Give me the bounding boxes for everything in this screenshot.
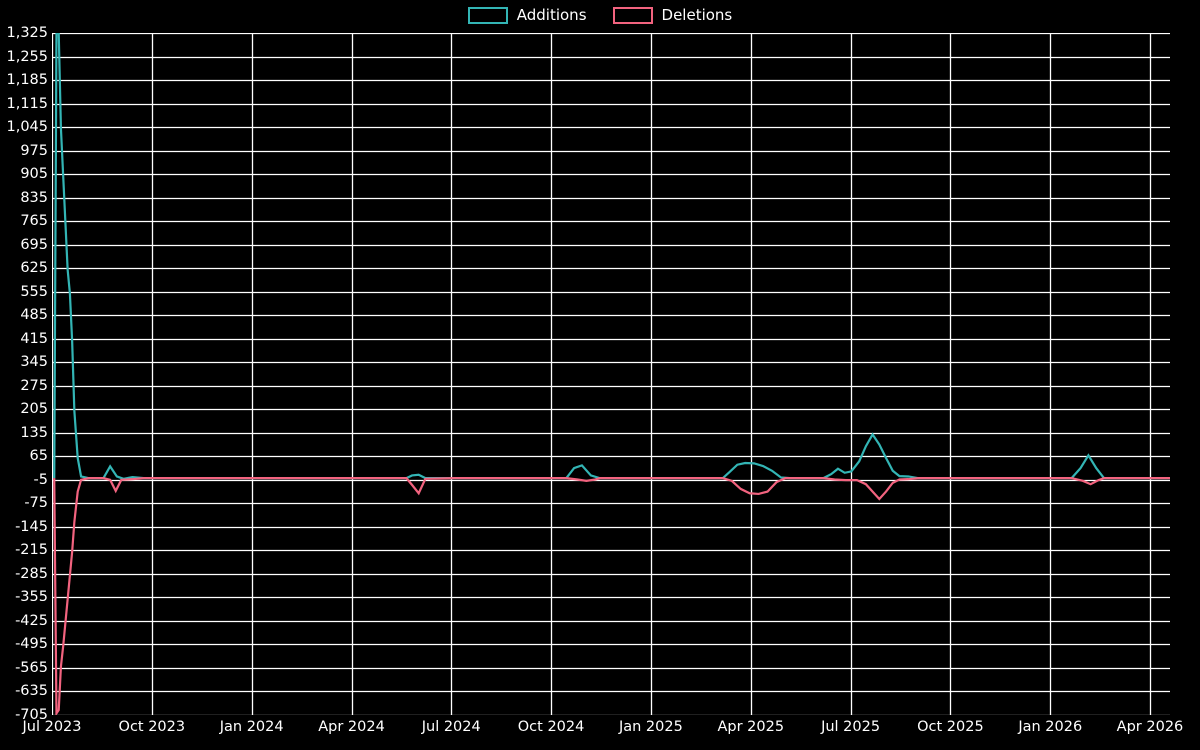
y-tick-label: -425: [15, 612, 48, 629]
y-tick-label: -565: [15, 659, 48, 676]
x-tick-label: Oct 2024: [517, 719, 585, 735]
x-tick-label: Oct 2025: [917, 719, 984, 735]
y-tick-label: 905: [20, 165, 48, 182]
legend-item-additions[interactable]: Additions: [467, 6, 587, 24]
y-tick-label: -355: [15, 589, 48, 606]
y-tick-label: -145: [15, 518, 48, 535]
series-line-additions: [53, 33, 1170, 480]
y-tick-label: 1,185: [6, 71, 48, 88]
y-tick-label: 1,115: [6, 95, 48, 112]
y-tick-label: -75: [24, 495, 48, 512]
legend-item-deletions[interactable]: Deletions: [612, 6, 733, 24]
plot-svg: [52, 33, 1170, 715]
grid-lines: [52, 33, 1170, 715]
x-axis: Jul 2023 Oct 2023 Jan 2024 Apr 2024 Jul 2024…: [22, 719, 1183, 750]
legend-swatch-additions-icon: [467, 6, 508, 24]
y-tick-label: 625: [20, 259, 48, 276]
y-tick-label: 695: [20, 236, 48, 253]
legend-label-deletions: Deletions: [661, 6, 733, 24]
x-tick-label: Jan 2026: [1018, 719, 1083, 735]
y-tick-label: 1,045: [6, 118, 48, 135]
y-tick-label: 1,325: [6, 24, 48, 41]
y-tick-label: -635: [15, 683, 48, 700]
y-tick-label: 135: [20, 424, 48, 441]
x-tick-label: Jul 2025: [821, 719, 881, 735]
legend-label-additions: Additions: [516, 6, 587, 24]
y-tick-label: -285: [15, 565, 48, 582]
y-tick-label: 835: [20, 189, 48, 206]
y-tick-label: -215: [15, 542, 48, 559]
chart-legend: Additions Deletions: [0, 0, 1200, 30]
y-tick-label: -5: [33, 471, 48, 488]
y-tick-label: -495: [15, 636, 48, 653]
y-tick-label: 415: [20, 330, 48, 347]
x-tick-label: Apr 2025: [717, 719, 785, 735]
y-tick-label: 275: [20, 377, 48, 394]
x-tick-label: Oct 2023: [118, 719, 186, 735]
x-tick-label: Jan 2024: [219, 719, 284, 735]
series-lines: [53, 33, 1170, 715]
series-line-deletions: [53, 477, 1170, 715]
y-tick-label: 1,255: [6, 48, 48, 65]
y-tick-label: 345: [20, 353, 48, 370]
y-tick-label: 765: [20, 212, 48, 229]
y-axis: 1,325 1,255 1,185 1,115 1,045 975 905 835 765 695…: [0, 26, 48, 722]
y-tick-label: 975: [20, 142, 48, 159]
x-tick-label: Jan 2025: [618, 719, 683, 735]
y-tick-label: 555: [20, 283, 48, 300]
y-tick-label: 205: [20, 401, 48, 418]
plot-area: [52, 33, 1170, 715]
x-tick-label: Apr 2026: [1116, 719, 1184, 735]
x-tick-label: Apr 2024: [318, 719, 385, 735]
legend-swatch-deletions-icon: [612, 6, 653, 24]
y-tick-label: 65: [29, 448, 48, 465]
x-tick-label: Jul 2023: [22, 719, 82, 735]
y-tick-label: 485: [20, 306, 48, 323]
x-tick-label: Jul 2024: [421, 719, 481, 735]
y-tick-label: -705: [15, 706, 48, 723]
